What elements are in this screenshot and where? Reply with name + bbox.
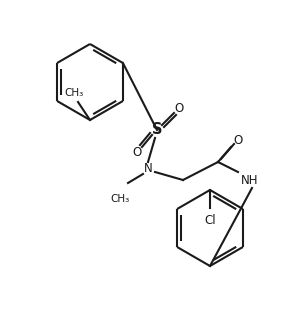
Text: O: O bbox=[174, 101, 184, 114]
Text: NH: NH bbox=[241, 174, 259, 187]
Text: CH₃: CH₃ bbox=[110, 194, 130, 204]
Text: Cl: Cl bbox=[204, 214, 216, 227]
Text: CH₃: CH₃ bbox=[64, 88, 84, 98]
Text: N: N bbox=[144, 162, 152, 175]
Text: O: O bbox=[132, 145, 142, 158]
Text: O: O bbox=[233, 134, 243, 147]
Text: S: S bbox=[152, 122, 162, 138]
